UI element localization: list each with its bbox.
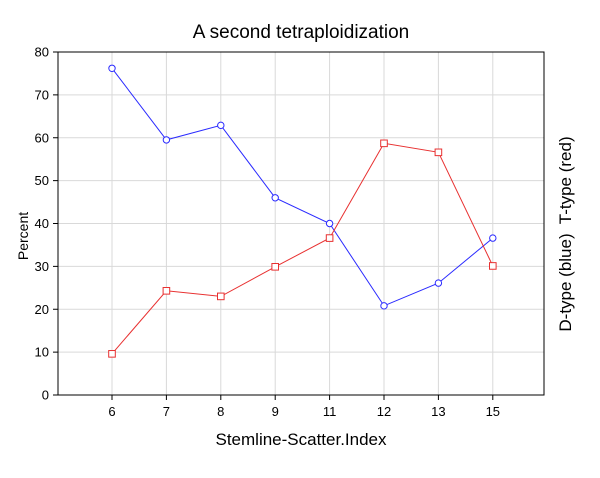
series-2-point [434,148,443,157]
x-tick-label: 11 [323,404,337,419]
y-tick-label: 30 [35,259,49,274]
series-1-line [111,67,494,307]
series-2-line [111,142,494,355]
series-1-point [162,136,171,144]
series-1-point [217,121,225,130]
grid [58,52,544,395]
x-axis-title: Stemline-Scatter.Index [215,430,387,449]
y-axis-title: Percent [15,212,31,260]
x-tick-label: 13 [431,404,445,419]
series-1-point [489,234,497,242]
series-2-point [108,350,116,358]
series [108,64,497,358]
y-tick-label: 40 [35,216,49,231]
x-tick-label: 6 [108,404,115,419]
series-2-point [325,234,334,242]
series-1-point [380,302,388,310]
y-tick-label: 80 [35,45,49,60]
y-tick-label: 10 [35,345,49,360]
x-tick-label: 15 [486,404,500,419]
series-2-point [489,262,497,270]
chart-title: A second tetraploidization [193,22,410,43]
y-tick-label: 70 [35,87,49,102]
ticks: 0 10 20 30 40 50 60 70 80 6 7 8 9 11 12 13 15 [35,45,501,420]
x-tick-label: 8 [217,404,224,419]
x-tick-label: 12 [377,404,391,419]
y-tick-label: 0 [42,388,49,403]
series-2-point [217,292,225,301]
y-tick-label: 20 [35,302,49,317]
x-tick-label: 9 [272,404,279,419]
series-1-point [108,64,116,72]
x-tick-label: 7 [163,404,170,419]
series-2-point [271,263,279,271]
series-2-point [162,287,171,295]
right-axis-title: D-type (blue) T-type (red) [556,136,575,331]
y-tick-label: 50 [35,173,49,188]
series-1-point [434,279,443,287]
series-2-point [380,139,388,148]
y-tick-label: 60 [35,130,49,145]
series-1-point [271,194,279,202]
series-1-point [325,219,334,228]
